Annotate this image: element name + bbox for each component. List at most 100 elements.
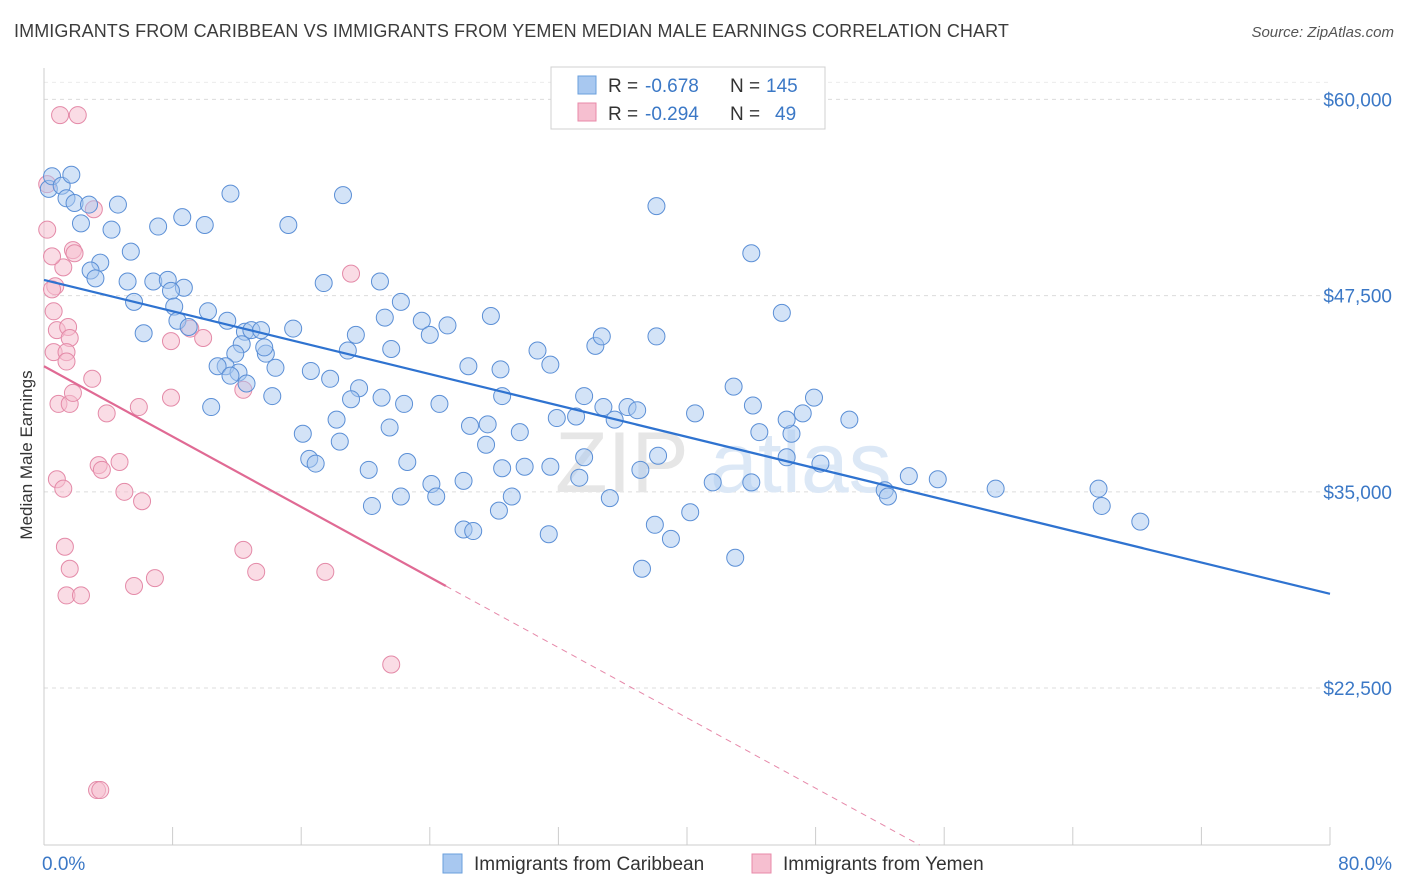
bottom-legend-swatch-yemen	[751, 853, 772, 874]
yemen-point	[133, 492, 152, 511]
caribbean-point	[420, 325, 439, 344]
caribbean-point	[986, 479, 1005, 498]
legend-n-value-1: 145	[766, 76, 798, 97]
yemen-point	[38, 220, 57, 239]
caribbean-point	[777, 410, 796, 429]
series-legend: Immigrants from Caribbean Immigrants fro…	[442, 853, 984, 875]
caribbean-point	[567, 407, 586, 426]
caribbean-point	[375, 308, 394, 327]
caribbean-point	[202, 398, 221, 417]
legend-n-label-1: N =	[730, 76, 760, 97]
caribbean-point	[686, 404, 705, 423]
caribbean-point	[195, 215, 214, 234]
caribbean-point	[359, 460, 378, 479]
caribbean-point	[878, 487, 897, 506]
axes	[43, 68, 1331, 846]
caribbean-point	[161, 281, 180, 300]
caribbean-point	[71, 214, 90, 233]
caribbean-trend-line	[43, 278, 1331, 595]
caribbean-point	[149, 217, 168, 236]
caribbean-point	[491, 360, 510, 379]
caribbean-point	[102, 220, 121, 239]
y-tick-label: $60,000	[1323, 90, 1392, 111]
yemen-point	[54, 258, 73, 277]
caribbean-point	[346, 325, 365, 344]
caribbean-point	[1089, 479, 1108, 498]
caribbean-point	[255, 338, 274, 357]
yemen-point	[51, 106, 70, 125]
caribbean-point	[293, 424, 312, 443]
caribbean-point	[647, 327, 666, 346]
chart-source: Source: ZipAtlas.com	[1251, 24, 1394, 41]
legend-box	[550, 66, 826, 130]
y-tick-label: $35,000	[1323, 483, 1392, 504]
caribbean-point	[263, 387, 282, 406]
caribbean-point	[362, 496, 381, 515]
yemen-point	[234, 540, 253, 559]
caribbean-point	[314, 274, 333, 293]
caribbean-point	[279, 215, 298, 234]
caribbean-point	[80, 195, 99, 214]
caribbean-point	[327, 410, 346, 429]
caribbean-point	[645, 515, 664, 534]
caribbean-point	[502, 487, 521, 506]
caribbean-point	[198, 302, 217, 321]
caribbean-point	[477, 435, 496, 454]
yemen-point	[161, 332, 180, 351]
caribbean-point	[237, 374, 256, 393]
caribbean-point	[464, 522, 483, 541]
caribbean-point	[743, 396, 762, 415]
yemen-point	[71, 586, 90, 605]
caribbean-point	[108, 195, 127, 214]
caribbean-point	[301, 361, 320, 380]
yemen-point	[43, 247, 62, 266]
caribbean-point	[772, 303, 791, 322]
x-tick-labels: 0.0% 80.0%	[42, 854, 1392, 875]
watermark-zip: ZIP	[555, 415, 689, 511]
yemen-point	[91, 781, 110, 800]
y-tick-labels: $60,000 $47,500 $35,000 $22,500	[1323, 90, 1392, 700]
caribbean-points	[39, 165, 1150, 578]
yemen-point	[125, 577, 144, 595]
caribbean-point	[86, 269, 105, 288]
caribbean-point	[372, 388, 391, 407]
bottom-legend-label-caribbean: Immigrants from Caribbean	[474, 854, 704, 875]
caribbean-point	[681, 503, 700, 522]
yemen-point	[110, 452, 129, 471]
yemen-point	[63, 383, 82, 402]
caribbean-point	[284, 319, 303, 338]
yemen-point	[97, 404, 116, 423]
caribbean-point	[750, 423, 769, 442]
yemen-point	[68, 106, 87, 125]
yemen-point	[55, 537, 74, 556]
yemen-point	[44, 302, 63, 321]
legend-swatch-yemen	[577, 102, 597, 122]
caribbean-point	[928, 470, 947, 489]
caribbean-point	[804, 388, 823, 407]
caribbean-point	[430, 394, 449, 413]
caribbean-point	[726, 548, 745, 567]
caribbean-point	[478, 415, 497, 434]
caribbean-point	[1092, 496, 1111, 515]
legend-r-label-1: R =	[608, 76, 638, 97]
caribbean-point	[793, 404, 812, 423]
legend-r-value-2: -0.294	[645, 104, 699, 125]
caribbean-point	[631, 460, 650, 479]
caribbean-point	[703, 473, 722, 492]
yemen-point	[161, 388, 180, 407]
legend-n-value-2: 49	[775, 104, 796, 125]
watermark-atlas: atlas	[710, 415, 892, 511]
caribbean-point	[321, 369, 340, 388]
caribbean-point	[600, 489, 619, 508]
caribbean-point	[221, 184, 240, 203]
caribbean-point	[62, 165, 81, 184]
caribbean-point	[398, 452, 417, 471]
caribbean-point	[724, 377, 743, 396]
caribbean-point	[541, 355, 560, 374]
caribbean-point	[539, 525, 558, 544]
caribbean-point	[412, 311, 431, 330]
caribbean-point	[661, 529, 680, 548]
yemen-point	[247, 562, 266, 581]
caribbean-point	[370, 272, 389, 291]
caribbean-point	[460, 416, 479, 435]
